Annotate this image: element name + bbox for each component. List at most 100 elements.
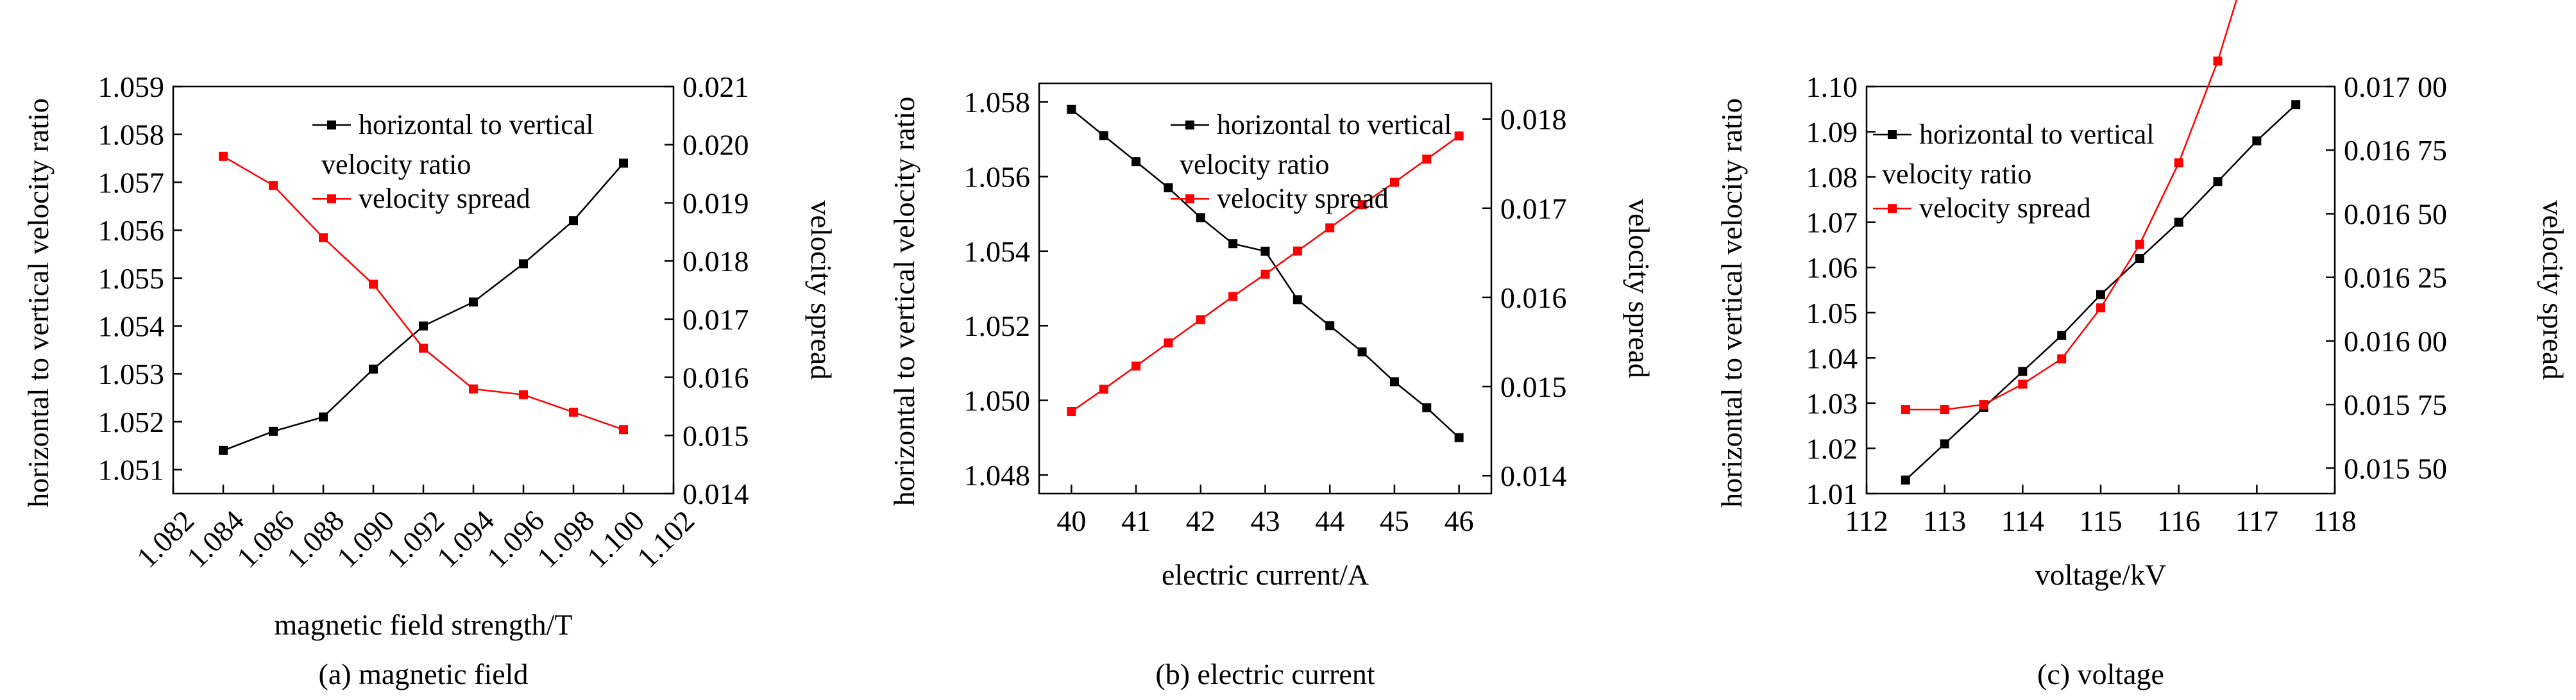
data-point (1131, 362, 1141, 371)
data-point (1454, 131, 1464, 141)
x-tick-label: 41 (1121, 504, 1151, 537)
y-left-axis-title: horizontal to vertical velocity ratio (22, 98, 55, 508)
y-left-tick-label: 1.05 (1806, 297, 1858, 329)
x-tick-label: 117 (2235, 504, 2278, 537)
y-left-tick-label: 1.051 (98, 454, 165, 487)
data-point (1389, 178, 1399, 187)
data-point (1940, 405, 1949, 415)
data-point (2096, 303, 2105, 313)
y-right-tick-label: 0.015 50 (2344, 452, 2447, 485)
data-point (1228, 292, 1238, 301)
data-point (1196, 315, 1205, 324)
data-point (1325, 321, 1335, 331)
data-point (569, 408, 578, 417)
y-right-tick-label: 0.021 (682, 71, 749, 103)
data-point (1422, 403, 1432, 413)
data-point (2057, 331, 2067, 340)
x-axis-title: voltage/kV (2035, 558, 2166, 591)
data-point (2291, 100, 2301, 110)
y-right-axis-title: velocity spread (805, 201, 838, 380)
x-tick-label: 1.082 (130, 504, 200, 574)
data-point (269, 181, 278, 190)
y-left-tick-label: 1.053 (98, 358, 165, 390)
chart-panel-3: 112 113 114 115 116 117 118 1.01 1.02 1.03 1.04 1.0… (1715, 0, 2570, 690)
y-left-tick-label: 1.058 (98, 119, 165, 151)
data-point (1940, 439, 1949, 449)
y-left-tick-label: 1.052 (964, 310, 1031, 342)
x-tick-label: 45 (1380, 504, 1409, 537)
y-left-axis-title: horizontal to vertical velocity ratio (1715, 98, 1748, 508)
y-right-tick-label: 0.017 00 (2344, 71, 2447, 103)
y-left-tick-label: 1.054 (964, 235, 1031, 268)
legend-label: velocity spread (359, 183, 530, 214)
y-right-tick-label: 0.020 (682, 129, 749, 162)
legend-marker (1185, 194, 1194, 204)
y-right-tick-label: 0.017 (1500, 192, 1567, 225)
plot-frame (1038, 82, 1493, 495)
data-point (1228, 239, 1238, 249)
y-right-tick-label: 0.016 00 (2344, 325, 2447, 358)
data-point (619, 158, 628, 168)
legend-marker (327, 121, 336, 129)
data-point (269, 426, 278, 436)
x-tick-label: 1.098 (530, 504, 600, 574)
y-left-tick-label: 1.050 (964, 385, 1031, 417)
data-point (1292, 246, 1302, 256)
y-left-tick-label: 1.04 (1806, 342, 1858, 374)
y-left-tick-label: 1.08 (1806, 161, 1858, 194)
data-point (1292, 295, 1302, 304)
data-point (219, 151, 228, 161)
data-point (1067, 407, 1076, 416)
y-left-tick-label: 1.055 (98, 262, 165, 295)
x-tick-label: 112 (1845, 504, 1888, 537)
chart-panel-2: 40 41 42 43 44 45 46 1.048 1.050 1.052 1.054 1.056 1… (888, 82, 1656, 690)
y-left-tick-label: 1.06 (1806, 251, 1858, 284)
y-right-tick-label: 0.017 (682, 303, 749, 336)
y-left-tick-label: 1.048 (964, 459, 1031, 492)
data-point (369, 364, 378, 374)
data-point (2057, 354, 2067, 363)
plot-frame (172, 85, 675, 495)
data-point (2018, 379, 2028, 389)
data-point (1357, 200, 1367, 210)
y-left-tick-label: 1.054 (98, 310, 165, 343)
data-point (1901, 475, 1910, 485)
y-left-tick-label: 1.057 (98, 166, 165, 199)
data-point (1099, 131, 1108, 140)
chart-caption: (a) magnetic field (319, 658, 529, 690)
y-right-tick-label: 0.014 (1500, 460, 1567, 492)
x-tick-label: 43 (1251, 504, 1280, 537)
y-right-tick-label: 0.018 (682, 245, 749, 278)
y-right-tick-label: 0.018 (1500, 103, 1567, 136)
data-point (2213, 177, 2223, 187)
data-point (1979, 400, 1988, 410)
data-point (469, 384, 478, 394)
data-point (319, 412, 328, 422)
data-point (2174, 217, 2183, 227)
y-right-tick-label: 0.016 25 (2344, 262, 2447, 294)
y-left-axis-title: horizontal to vertical velocity ratio (888, 97, 920, 506)
y-left-tick-label: 1.059 (98, 71, 165, 103)
y-left-tick-label: 1.052 (98, 406, 165, 438)
y-left-tick-label: 1.10 (1806, 71, 1858, 103)
x-tick-label: 1.100 (580, 504, 650, 574)
data-point (1099, 385, 1108, 394)
data-point (2213, 56, 2223, 66)
x-tick-label: 1.086 (230, 504, 300, 574)
y-left-tick-label: 1.07 (1806, 206, 1858, 239)
x-tick-label: 40 (1056, 504, 1086, 537)
data-point (419, 344, 428, 353)
data-point (1196, 213, 1205, 222)
data-point (1067, 104, 1076, 114)
y-right-tick-label: 0.015 (682, 419, 749, 452)
chart-caption: (c) voltage (2037, 658, 2164, 690)
x-tick-label: 42 (1186, 504, 1216, 537)
data-point (1389, 377, 1399, 387)
y-left-tick-label: 1.056 (98, 214, 165, 247)
data-point (2174, 158, 2183, 168)
y-right-tick-label: 0.016 (682, 362, 749, 394)
data-point (369, 279, 378, 289)
data-point (1260, 246, 1270, 256)
x-tick-label: 116 (2157, 504, 2200, 537)
